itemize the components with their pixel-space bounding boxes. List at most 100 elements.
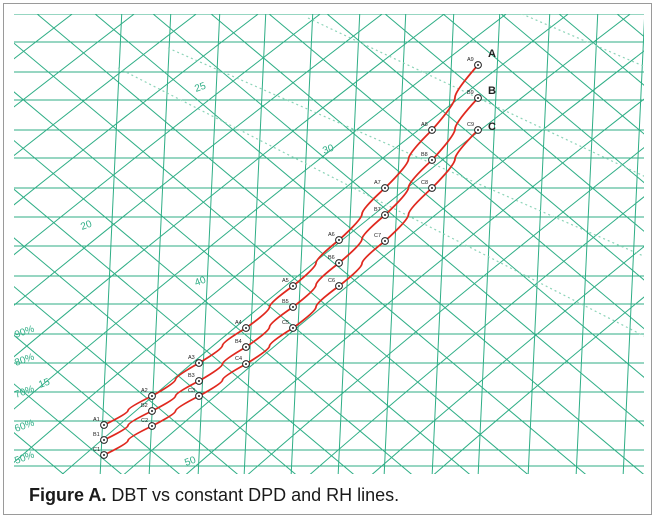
series-point-center bbox=[103, 454, 105, 456]
figure-frame: 25 20 15 30 40 50 90% 80% 70% 60% 50% A1 A2 A3 A4 A5 A6… bbox=[3, 3, 652, 515]
dry-bulb-gridline bbox=[197, 14, 221, 474]
rh-curve bbox=[371, 245, 644, 474]
series-point-center bbox=[151, 425, 153, 427]
enthalpy-gridline bbox=[326, 14, 644, 281]
rh-curve bbox=[14, 14, 445, 358]
dry-bulb-gridline bbox=[622, 18, 644, 474]
enthalpy-gridline bbox=[152, 14, 644, 427]
rh-curve bbox=[14, 14, 197, 157]
axis-annotation: 25 bbox=[193, 81, 208, 95]
enthalpy-gridline bbox=[616, 14, 644, 38]
series-point-center bbox=[151, 410, 153, 412]
point-label: B1 bbox=[93, 432, 100, 438]
series-point-center bbox=[431, 129, 433, 131]
series-name-A: A bbox=[488, 48, 496, 60]
series-point-center bbox=[198, 362, 200, 364]
dry-bulb-gridline bbox=[337, 14, 361, 474]
axis-annotation: 90% bbox=[13, 324, 36, 341]
enthalpy-gridline bbox=[14, 139, 413, 474]
rh-curve bbox=[433, 296, 644, 474]
series-point-center bbox=[384, 214, 386, 216]
dry-bulb-gridline bbox=[383, 14, 407, 474]
dotted-reference-line bbox=[117, 67, 644, 337]
series-point-center bbox=[477, 129, 479, 131]
chart-grid bbox=[14, 14, 644, 474]
point-label: C3 bbox=[188, 388, 195, 394]
axis-annotation: 50% bbox=[13, 450, 36, 467]
point-label: A2 bbox=[141, 388, 148, 394]
point-label: C9 bbox=[467, 122, 474, 128]
dry-bulb-gridline bbox=[477, 14, 501, 474]
series-B-line bbox=[103, 97, 479, 441]
point-label: A3 bbox=[188, 355, 195, 361]
series-point-center bbox=[384, 187, 386, 189]
series-point-center bbox=[338, 239, 340, 241]
point-label: C6 bbox=[328, 278, 335, 284]
series-point-center bbox=[292, 327, 294, 329]
point-label: A1 bbox=[93, 417, 100, 423]
point-label: C7 bbox=[374, 233, 381, 239]
point-label: B6 bbox=[328, 255, 335, 261]
series-point-center bbox=[477, 64, 479, 66]
series-point-center bbox=[431, 187, 433, 189]
point-label: A4 bbox=[235, 320, 242, 326]
caption-text: DBT vs constant DPD and RH lines. bbox=[111, 485, 400, 505]
rh-curve bbox=[14, 14, 259, 206]
rh-curve bbox=[14, 14, 321, 256]
enthalpy-gridline bbox=[14, 188, 355, 474]
series-point-center bbox=[198, 380, 200, 382]
axis-annotation: 30 bbox=[321, 143, 336, 157]
series-point-center bbox=[198, 395, 200, 397]
rh-curve bbox=[14, 14, 569, 463]
series-point-center bbox=[384, 240, 386, 242]
series-point-center bbox=[431, 159, 433, 161]
point-label: A9 bbox=[467, 57, 474, 63]
figure-caption: Figure A. DBT vs constant DPD and RH lin… bbox=[29, 485, 399, 506]
enthalpy-gridline bbox=[14, 237, 297, 474]
axis-annotation: 60% bbox=[13, 418, 36, 435]
series-point-center bbox=[338, 262, 340, 264]
rh-curve bbox=[14, 14, 507, 410]
series-name-C: C bbox=[488, 121, 496, 133]
series-point-center bbox=[245, 327, 247, 329]
point-label: C1 bbox=[93, 447, 100, 453]
point-label: A6 bbox=[328, 232, 335, 238]
series-name-B: B bbox=[488, 85, 496, 97]
series-point-center bbox=[477, 97, 479, 99]
point-label: C4 bbox=[235, 356, 242, 362]
rh-curve bbox=[61, 14, 631, 474]
enthalpy-gridline bbox=[14, 91, 471, 474]
point-label: A8 bbox=[421, 122, 428, 128]
point-label: B5 bbox=[282, 299, 289, 305]
enthalpy-gridline bbox=[14, 432, 65, 474]
series-point-center bbox=[292, 306, 294, 308]
series-point-center bbox=[151, 395, 153, 397]
dry-bulb-gridline bbox=[527, 14, 551, 474]
caption-label: Figure A. bbox=[29, 485, 107, 505]
rh-curve bbox=[185, 98, 644, 474]
series-point-center bbox=[338, 285, 340, 287]
dry-bulb-gridline bbox=[99, 14, 123, 474]
point-label: B8 bbox=[421, 152, 428, 158]
rh-curve bbox=[14, 14, 135, 108]
point-label: B3 bbox=[188, 373, 195, 379]
rh-curve bbox=[14, 14, 383, 306]
rh-curve bbox=[14, 14, 73, 60]
axis-annotation: 50 bbox=[183, 455, 198, 469]
point-label: B9 bbox=[467, 90, 474, 96]
rh-curve bbox=[123, 50, 644, 474]
chart-series: A1 A2 A3 A4 A5 A6 A7 A8 A9 A B1 B2 B3 B4 B5 B6 B7 B8 B9 B C1… bbox=[93, 48, 496, 459]
enthalpy-gridline bbox=[14, 383, 123, 474]
point-label: B4 bbox=[235, 339, 242, 345]
enthalpy-gridline bbox=[14, 285, 239, 474]
enthalpy-gridline bbox=[500, 14, 644, 135]
dry-bulb-gridline bbox=[431, 14, 455, 474]
dry-bulb-gridline bbox=[290, 14, 314, 474]
dotted-reference-line bbox=[520, 14, 644, 67]
enthalpy-gridline bbox=[268, 14, 644, 330]
dry-bulb-gridline bbox=[243, 14, 267, 474]
series-point-center bbox=[103, 439, 105, 441]
series-point-center bbox=[103, 424, 105, 426]
enthalpy-gridline bbox=[210, 14, 644, 378]
